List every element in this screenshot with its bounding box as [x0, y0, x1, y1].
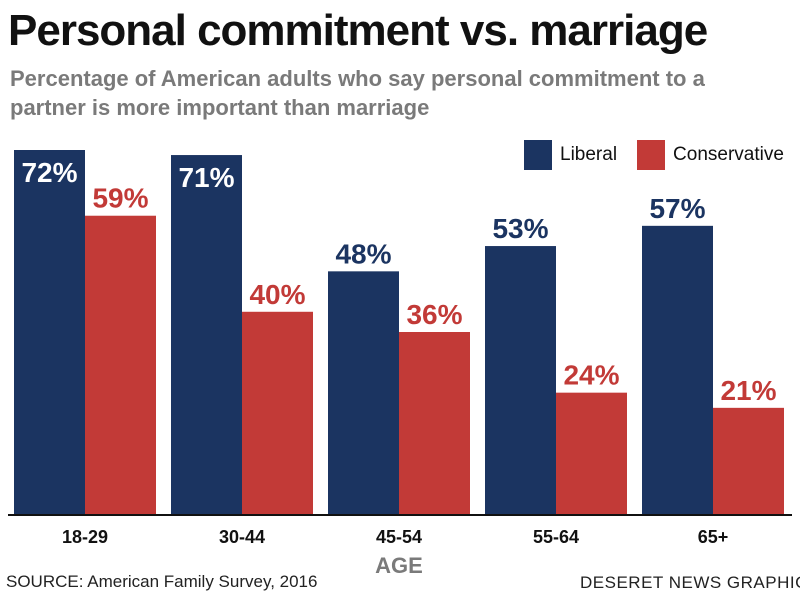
legend-item-liberal: Liberal	[524, 140, 617, 170]
source-note: SOURCE: American Family Survey, 2016	[6, 572, 318, 591]
data-label-liberal-18-29: 72%	[21, 157, 77, 188]
bar-conservative-30-44	[242, 311, 313, 514]
data-label-liberal-30-44: 71%	[178, 162, 234, 193]
legend-swatch-conservative	[637, 140, 666, 170]
data-label-conservative-18-29: 59%	[92, 183, 148, 214]
legend-label-conservative: Conservative	[673, 144, 784, 165]
legend-item-conservative: Conservative	[637, 140, 784, 170]
data-label-liberal-65: 57%	[649, 193, 705, 224]
data-label-conservative-45-54: 36%	[406, 299, 462, 330]
data-label-liberal-45-54: 48%	[335, 238, 391, 269]
bar-liberal-65	[642, 225, 713, 515]
bar-liberal-18-29	[14, 150, 85, 514]
graphic-credit: DESERET NEWS GRAPHIC	[580, 573, 800, 592]
bar-conservative-18-29	[85, 215, 156, 514]
bar-liberal-45-54	[328, 271, 399, 514]
data-label-liberal-55-64: 53%	[492, 213, 548, 244]
legend-swatch-liberal	[524, 140, 552, 170]
data-label-conservative-30-44: 40%	[249, 279, 305, 310]
data-label-conservative-65: 21%	[720, 375, 776, 406]
x-tick-label-55-64: 55-64	[533, 527, 579, 547]
x-tick-label-65: 65+	[698, 527, 729, 547]
bar-conservative-55-64	[556, 392, 627, 514]
chart-title: Personal commitment vs. marriage	[8, 6, 708, 55]
bar-liberal-55-64	[485, 246, 556, 515]
bar-conservative-45-54	[399, 332, 470, 514]
data-label-conservative-55-64: 24%	[563, 360, 619, 391]
x-tick-label-30-44: 30-44	[219, 527, 265, 547]
bar-conservative-65	[713, 407, 784, 514]
legend: Liberal Conservative	[524, 140, 800, 170]
bar-liberal-30-44	[171, 155, 242, 515]
chart-subtitle: Percentage of American adults who say pe…	[10, 66, 705, 120]
x-axis-label: AGE	[375, 553, 423, 578]
x-tick-label-18-29: 18-29	[62, 527, 108, 547]
x-tick-label-45-54: 45-54	[376, 527, 422, 547]
legend-label-liberal: Liberal	[560, 144, 618, 165]
